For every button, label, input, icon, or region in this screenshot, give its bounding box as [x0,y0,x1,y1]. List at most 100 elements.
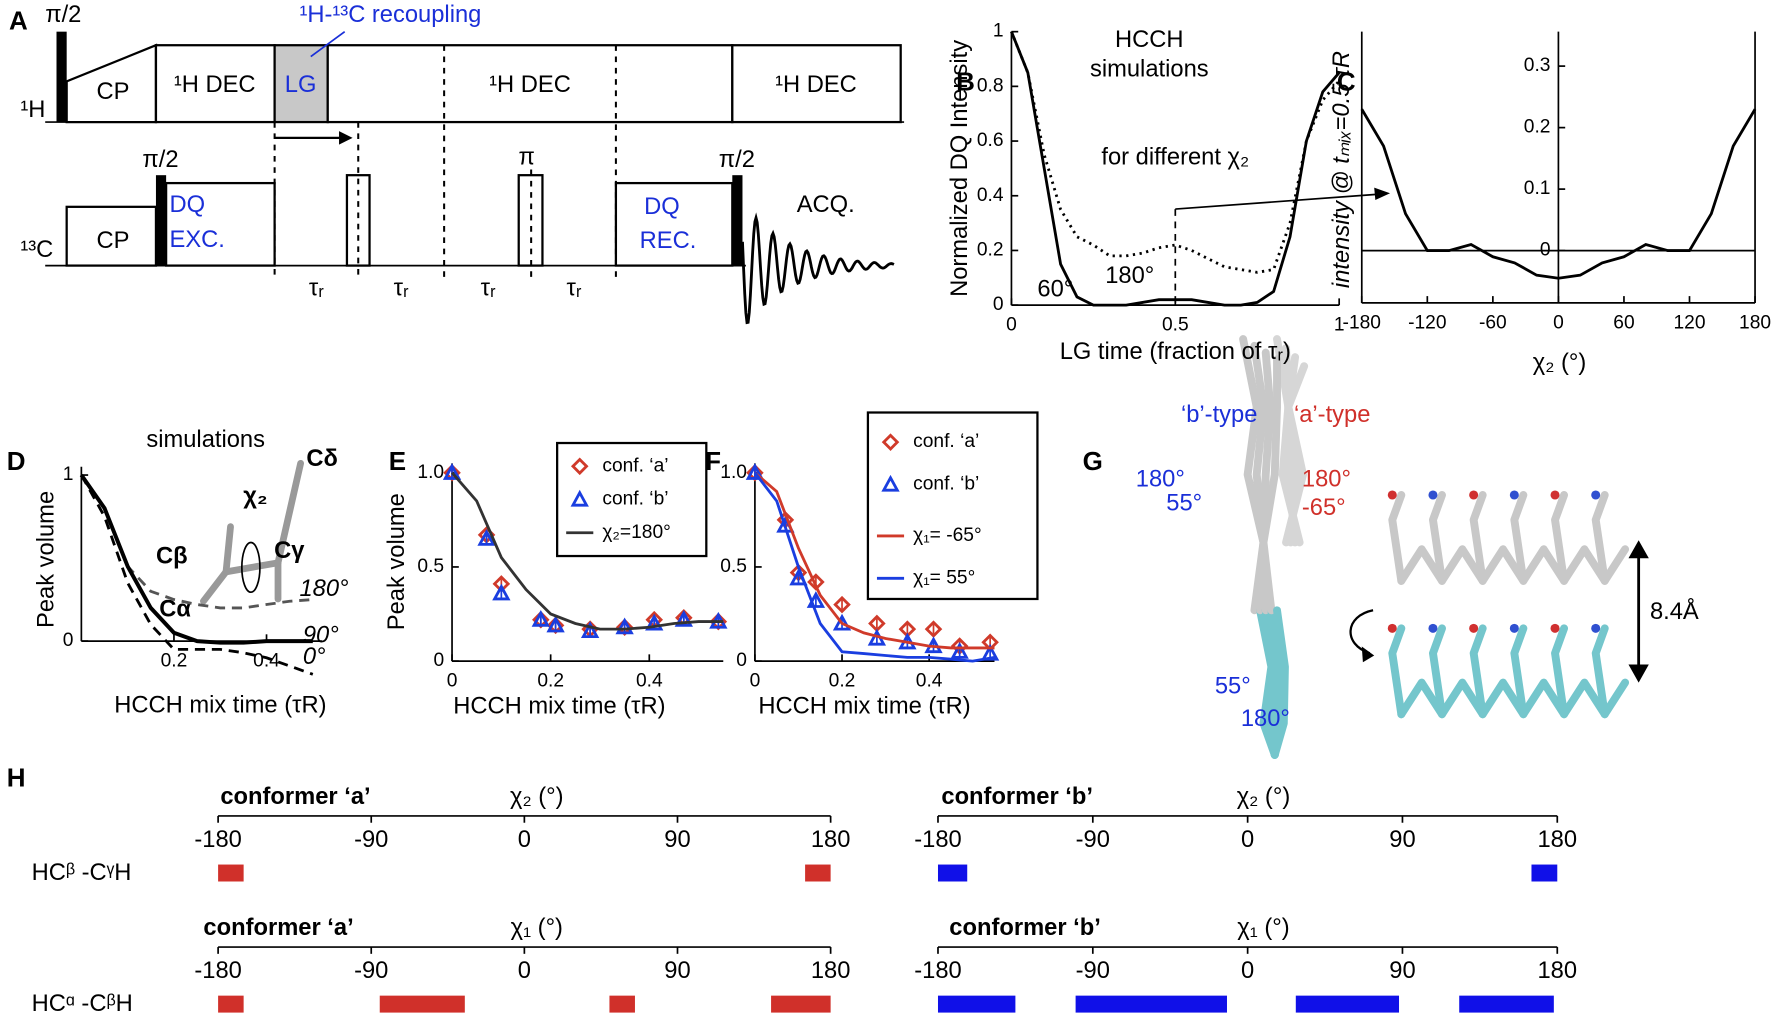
axis-label: χ₂ (°) [1237,784,1291,810]
pulse-label: π [518,144,534,170]
block-label: ¹H DEC [489,72,571,98]
atom-label: Cα [159,597,191,623]
recoupling-label: ¹H-¹³C recoupling [299,2,481,28]
range-bar [1531,864,1558,882]
point [580,621,600,639]
atom [1591,490,1601,500]
axis-label: χ₁ (°) [1237,915,1289,941]
point [950,641,969,659]
panel-label: A [9,5,28,35]
x-tick-label: 60 [1613,312,1634,333]
pulse [56,31,67,123]
x-axis-label: HCCH mix time (τR) [453,694,665,720]
pointer [310,30,346,58]
block-label: EXC. [170,227,225,253]
legend-label: χ₁= -65° [913,525,982,546]
block-label: CP [97,79,130,105]
block-label: ¹H DEC [174,72,256,98]
stick [1510,491,1528,585]
x-axis-label: χ₂ (°) [1533,350,1587,376]
tau-label: τᵣ [481,276,496,302]
legend-label: conf. ‘a’ [913,431,979,452]
series-label: 180° [299,576,348,602]
series-label: 180° [1105,263,1154,289]
stick [1429,624,1446,719]
line [753,471,995,650]
y-tick-label: 0 [433,650,444,671]
x-tick-label: -180 [914,958,961,984]
pulse-label: π/2 [142,147,178,173]
angle-label: 180° [1136,467,1185,493]
atom-label: χ₂ [243,484,267,510]
timing-lines [273,45,617,281]
point [531,609,550,627]
angle-label: 180° [1241,706,1290,732]
x-tick-label: 180 [1537,827,1577,853]
stick [1388,491,1406,585]
panel-label: C [1337,67,1356,97]
x-tick-label: 0 [1241,827,1254,853]
pulse [732,175,743,266]
x-tick-label: 90 [1389,827,1415,853]
point [924,620,943,638]
tau-label: τᵣ [567,276,582,302]
x-tick-label: 120 [1673,312,1705,333]
row-label: HCᵝ -CᵞH [32,860,132,886]
chart-title: conformer ‘a’ [203,915,353,941]
range-bar [805,864,831,882]
atom-label: Cβ [156,543,188,569]
point [881,433,900,451]
line [80,474,314,676]
atom [1387,490,1397,500]
range-bar [1075,995,1227,1013]
chart-title: conformer ‘b’ [949,915,1101,941]
y-axis-label: intensity @ tₘᵢₓ=0.5 τR [1329,51,1355,288]
line [450,471,724,631]
y-axis-label: Peak volume [384,493,410,630]
x-tick-label: 0.5 [1162,315,1189,336]
bond [274,459,304,567]
legend [866,411,1039,601]
x-tick-label: -90 [354,958,388,984]
stick [1429,491,1446,585]
x-tick-label: 0.2 [829,671,856,692]
line [1360,108,1757,280]
x-tick-label: 0.2 [537,671,564,692]
annotation: for different χ₂ [1101,144,1249,170]
atom [1591,623,1601,633]
line [753,471,995,663]
y-tick-label: 1.0 [720,462,747,483]
panel-label: H [7,763,26,793]
stick [1551,624,1569,719]
atom [1509,490,1519,500]
pulse-sequence: π/2 ¹H CP ¹H DEC LG ¹H-¹³C recoupling ¹H… [20,2,905,325]
dec-block [731,44,902,124]
channel-label: ¹³C [20,237,53,263]
series-label: 90° [303,623,339,649]
chart-title: conformer ‘a’ [220,784,370,810]
annotation: simulations [1090,56,1209,82]
chart-title: conformer ‘b’ [941,784,1093,810]
x-tick-label: -180 [194,827,241,853]
x-tick-label: 180 [811,958,851,984]
dq-block [614,181,734,267]
y-tick-label: 0 [63,630,74,651]
x-tick-label: 0.2 [161,651,188,672]
y-tick-label: 0.4 [977,185,1004,206]
y-tick-label: 0.5 [720,556,747,577]
stick [1591,624,1609,719]
axis-label: χ₁ (°) [511,915,563,941]
y-axis-label: Peak volume [34,491,60,628]
atom [1387,623,1397,633]
angle-label: 180° [1302,467,1351,493]
legend-label: conf. ‘b’ [913,474,979,495]
annotation: HCCH [1115,27,1184,53]
x-tick-label: 1 [1334,315,1345,336]
pointer-arrow [1175,193,1377,210]
x-tick-label: 90 [1389,958,1415,984]
panel-label: E [389,446,406,476]
series-label: 0° [303,644,326,670]
type-label: ‘b’-type [1181,402,1257,428]
y-tick-label: 0.5 [417,556,444,577]
